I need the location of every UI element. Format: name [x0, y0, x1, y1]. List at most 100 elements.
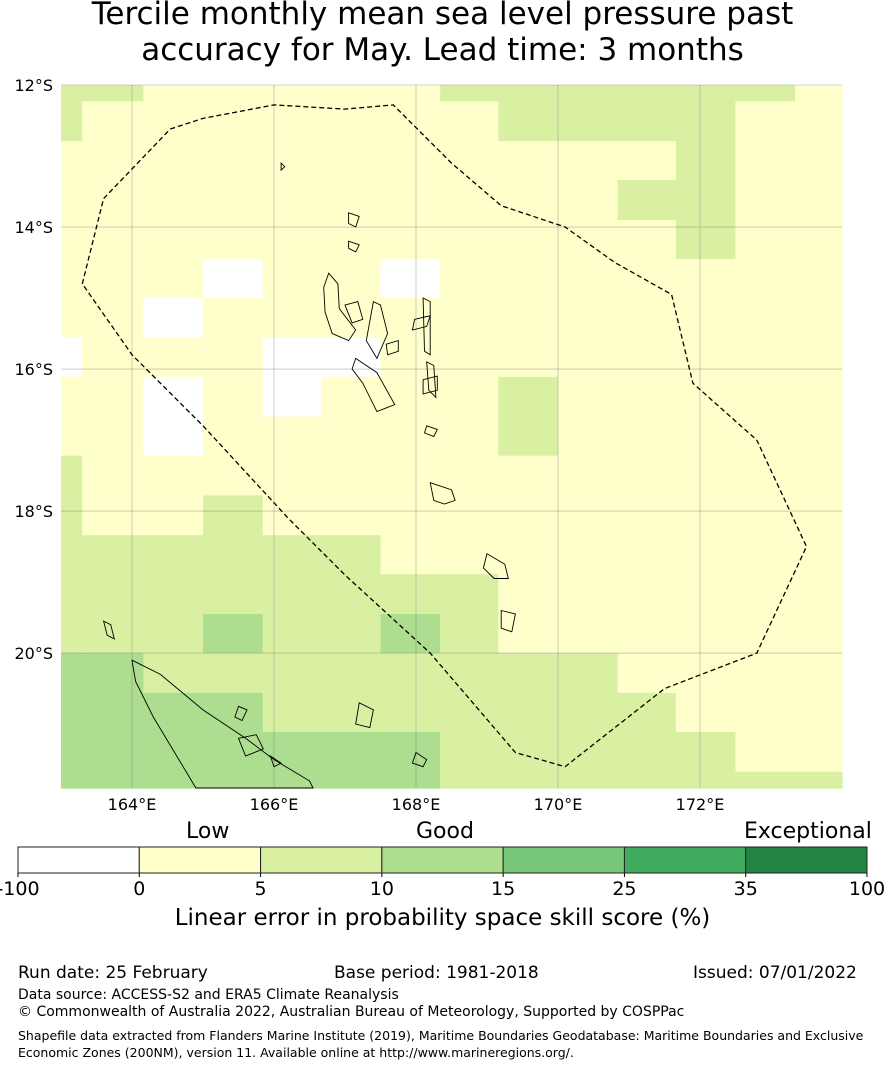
skill-cell — [262, 614, 322, 654]
island-outline — [411, 751, 428, 768]
skill-cell — [82, 653, 144, 694]
skill-cell — [262, 574, 322, 615]
lon-tick-label: 168°E — [392, 795, 441, 814]
skill-cell — [203, 258, 264, 299]
colorbar-segment — [138, 846, 262, 874]
colorbar-tick-label: 15 — [491, 878, 515, 900]
skill-cell — [320, 376, 382, 418]
skill-cell — [675, 692, 737, 733]
skill-cell — [795, 180, 843, 221]
eez-boundary — [81, 104, 808, 768]
skill-cell — [440, 298, 499, 339]
island-outline — [429, 482, 456, 505]
colorbar-tick-label: 35 — [734, 878, 758, 900]
colorbar-tick-label: 100 — [849, 878, 885, 900]
skill-cell — [498, 535, 559, 575]
skill-cell — [558, 180, 619, 221]
skill-cell — [203, 692, 264, 733]
skill-cell — [440, 101, 499, 142]
skill-cell — [82, 376, 144, 418]
skill-cell — [440, 85, 499, 102]
skill-cell — [82, 535, 144, 575]
skill-cell — [440, 731, 499, 773]
colorbar-label: Linear error in probability space skill … — [174, 905, 711, 931]
skill-cell — [440, 180, 499, 221]
skill-cell — [440, 455, 499, 497]
lat-tick-label: 18°S — [14, 502, 53, 521]
skill-cell — [262, 455, 322, 497]
skill-cell — [735, 614, 796, 654]
skill-cell — [203, 180, 264, 221]
skill-cell — [262, 298, 322, 339]
colorbar-category-good: Good — [416, 819, 474, 844]
skill-cell — [498, 692, 559, 733]
skill-cell — [558, 535, 619, 575]
skill-cell — [558, 219, 619, 260]
skill-cell — [203, 298, 264, 339]
skill-cell — [675, 85, 737, 102]
skill-cell — [617, 771, 677, 789]
colorbar-category-low: Low — [186, 819, 230, 844]
skill-cell — [320, 85, 382, 102]
skill-cell — [320, 455, 382, 497]
skill-cell — [203, 574, 264, 615]
skill-cell — [82, 101, 144, 142]
colorbar: -100 0 5 10 15 25 35 100 — [0, 846, 885, 900]
skill-cell — [262, 495, 322, 536]
skill-cell — [735, 101, 796, 142]
island-outline — [323, 272, 357, 342]
skill-cell — [617, 692, 677, 733]
skill-cell — [143, 180, 204, 221]
shapefile-credit: Shapefile data extracted from Flanders M… — [18, 1027, 863, 1061]
island-outline — [385, 339, 399, 356]
skill-cell — [795, 535, 843, 575]
skill-cell — [143, 574, 204, 615]
skill-cell — [440, 574, 499, 615]
skill-cell — [262, 535, 322, 575]
skill-cell — [735, 535, 796, 575]
skill-cell — [440, 495, 499, 536]
lat-tick-label: 12°S — [14, 76, 53, 95]
skill-cell — [498, 731, 559, 773]
skill-cell — [203, 141, 264, 181]
skill-cell — [735, 180, 796, 221]
skill-cell — [675, 219, 737, 260]
skill-cell — [675, 258, 737, 299]
skill-cell — [675, 731, 737, 773]
island-outline — [344, 301, 364, 324]
skill-cell — [143, 653, 204, 694]
skill-cell — [61, 258, 83, 299]
skill-cell — [380, 298, 441, 339]
skill-cell — [735, 141, 796, 181]
lat-tick-label: 20°S — [14, 644, 53, 663]
skill-cell — [498, 141, 559, 181]
skill-cell — [617, 298, 677, 339]
skill-cell — [795, 376, 843, 418]
skill-cell — [203, 337, 264, 378]
skill-cell — [795, 731, 843, 773]
skill-cell — [558, 692, 619, 733]
skill-cell — [203, 614, 264, 654]
skill-cell — [320, 574, 382, 615]
skill-cell — [617, 653, 677, 694]
skill-cell — [735, 771, 796, 789]
shapefile-credit-line-2: Economic Zones (200NM), version 11. Avai… — [18, 1045, 574, 1060]
skill-cell — [498, 258, 559, 299]
skill-cell — [558, 455, 619, 497]
base-period: Base period: 1981-2018 — [334, 963, 539, 983]
skill-cell — [320, 337, 382, 378]
colorbar-tick-label: 5 — [255, 878, 267, 900]
colorbar-tick-label: 0 — [133, 878, 145, 900]
skill-cell — [61, 337, 83, 378]
skill-cell — [143, 731, 204, 773]
skill-cell — [143, 85, 204, 102]
skill-cell — [675, 614, 737, 654]
skill-cell — [558, 101, 619, 142]
skill-cell — [262, 416, 322, 457]
skill-cell — [380, 180, 441, 221]
skill-cell — [498, 298, 559, 339]
skill-cell — [795, 455, 843, 497]
skill-cell — [320, 219, 382, 260]
skill-cell — [675, 337, 737, 378]
skill-cell — [675, 180, 737, 221]
